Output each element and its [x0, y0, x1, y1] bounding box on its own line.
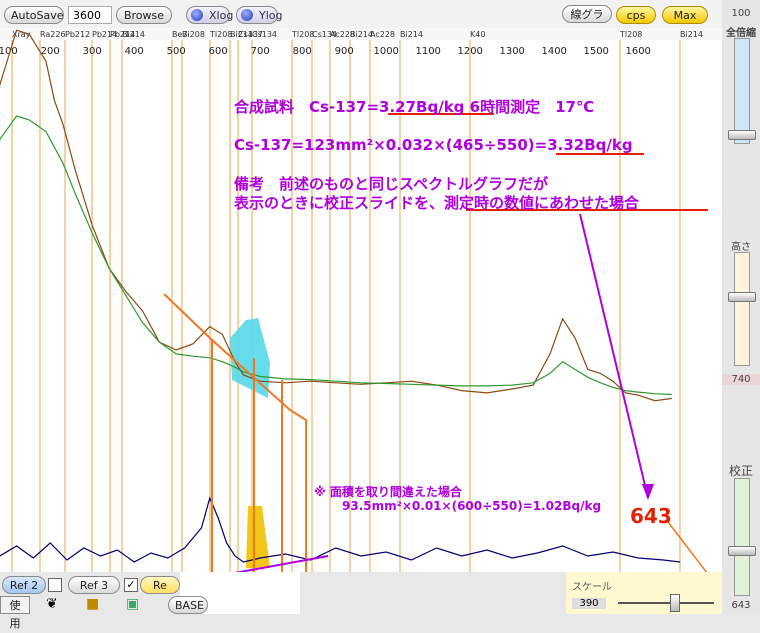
xlog-toggle[interactable]: Xlog	[186, 6, 234, 24]
nuclide-label: Bi214	[230, 30, 253, 39]
nuclide-label: Tl208	[291, 30, 314, 39]
nuclide-band	[0, 28, 722, 40]
use-button[interactable]: 使用	[0, 596, 30, 630]
full-scale-label: 全倍縮	[726, 28, 756, 39]
nuclide-label: Ac228	[330, 30, 355, 39]
nuclide-label: Pb212	[65, 30, 90, 39]
annotation-line3: 備考 前述のものと同じスペクトルグラフだが	[234, 175, 548, 193]
nuclide-label: Bi208	[182, 30, 205, 39]
annotation-line2: Cs-137=123mm²×0.032×(465÷550)=3.32Bq/kg	[234, 136, 633, 154]
nuclide-label: Pb214	[92, 30, 117, 39]
nuclide-label: Bi214	[400, 30, 423, 39]
paw-icon[interactable]: ❦	[46, 596, 58, 612]
ylog-label: Ylog	[259, 9, 283, 22]
annotation-note1: ※ 面積を取り間違えた場合	[314, 485, 462, 499]
time-input[interactable]: 3600	[68, 6, 112, 24]
calibration-value: 643	[731, 600, 751, 611]
ref3-checkbox[interactable]: ✓	[124, 578, 138, 592]
browse-button[interactable]: Browse	[116, 6, 172, 24]
ref2-checkbox[interactable]	[48, 578, 62, 592]
nuclide-label: Bi214	[122, 30, 145, 39]
lock-icon[interactable]: ■	[86, 596, 100, 612]
radio-icon	[241, 9, 253, 21]
ref2-button[interactable]: Ref 2	[2, 576, 46, 594]
nuclide-label: Tl208	[209, 30, 232, 39]
scale-slider-track[interactable]	[618, 602, 714, 604]
full-scale-slider[interactable]	[734, 38, 750, 144]
x-tick-label: 1100	[415, 46, 440, 57]
annotation-arrowhead	[642, 484, 654, 500]
xlog-label: Xlog	[209, 9, 234, 22]
x-tick-label: 1400	[541, 46, 566, 57]
scale-label: スケール	[572, 582, 612, 593]
calibration-knob[interactable]	[728, 546, 756, 556]
base-button[interactable]: BASE	[168, 596, 208, 614]
scale-value: 390	[572, 598, 606, 609]
radio-icon	[191, 9, 203, 21]
nuclide-label: Bi214	[350, 30, 373, 39]
max-button[interactable]: Max	[662, 6, 708, 24]
series-line	[0, 115, 672, 396]
height-knob[interactable]	[728, 292, 756, 302]
x-tick-label: 500	[167, 46, 186, 57]
x-tick-label: 300	[83, 46, 102, 57]
full-scale-knob[interactable]	[728, 130, 756, 140]
x-tick-label: 1600	[625, 46, 650, 57]
nuclide-label: Ra226	[40, 30, 66, 39]
annotation-line4: 表示のときに校正スライドを、測定時の数値にあわせた場合	[234, 194, 640, 212]
height-slider[interactable]	[734, 252, 750, 366]
tool-icon[interactable]: ▣	[126, 596, 140, 612]
nuclide-label: Pb214	[110, 30, 135, 39]
x-tick-label: 100	[0, 46, 18, 57]
wrong-area-highlight	[246, 506, 270, 568]
scale-panel: スケール 390	[566, 572, 722, 614]
calibration-slider[interactable]	[734, 478, 750, 596]
height-value: 740	[722, 374, 760, 385]
calibration-pointer	[667, 521, 741, 617]
autosave-button[interactable]: AutoSave	[4, 6, 64, 24]
annotation-note2: 93.5mm²×0.01×(600÷550)=1.02Bq/kg	[342, 499, 602, 513]
top-value: 100	[731, 8, 751, 19]
x-tick-label: 900	[335, 46, 354, 57]
spectrum-plot: Xray Ra226 Pb212 Pb214 Pb214 Bi214 Be7 Bi208 Tl2…	[0, 28, 741, 617]
nuclide-label: Cs134	[252, 30, 277, 39]
cps-button[interactable]: cps	[616, 6, 656, 24]
right-panel: 100 全倍縮 高さ 740 校正 643	[722, 0, 760, 614]
x-tick-label: 600	[209, 46, 228, 57]
nuclide-label: Cs134	[312, 30, 337, 39]
x-tick-label: 1500	[583, 46, 608, 57]
ylog-toggle[interactable]: Ylog	[236, 6, 283, 24]
nuclide-label: Tl208	[619, 30, 642, 39]
toolbar: AutoSave 3600 Browse Xlog Ylog 線グラフ cps …	[0, 0, 722, 39]
x-tick-label: 400	[125, 46, 144, 57]
nuclide-label: Xray	[12, 30, 31, 39]
x-tick-label: 1000	[373, 46, 398, 57]
x-tick-label: 800	[293, 46, 312, 57]
calibration-label: 校正	[728, 464, 753, 478]
nuclide-label: K40	[470, 30, 485, 39]
x-tick-label: 1200	[457, 46, 482, 57]
x-tick-label: 700	[251, 46, 270, 57]
height-label: 高さ	[731, 242, 751, 253]
series-line	[0, 29, 672, 402]
cs137-area-highlight	[230, 318, 270, 398]
peak-value-label: 643	[630, 504, 672, 528]
scale-slider-knob[interactable]	[670, 594, 680, 612]
nuclide-label: Bi214	[680, 30, 703, 39]
ref-button[interactable]: Re	[140, 576, 180, 594]
annotation-line1: 合成試料 Cs-137=3.27Bq/kg 6時間測定 17℃	[234, 98, 595, 116]
nuclide-label: Be7	[172, 30, 188, 39]
x-tick-label: 1300	[499, 46, 524, 57]
annotation-arrow	[579, 213, 649, 499]
ref3-button[interactable]: Ref 3	[68, 576, 120, 594]
line-graph-button[interactable]: 線グラフ	[562, 5, 612, 39]
series-line	[0, 496, 681, 563]
bottom-bar: Ref 2 Ref 3 ✓ Re 使用 ❦ ■ ▣ BASE スケール 390	[0, 572, 722, 630]
x-tick-label: 200	[41, 46, 60, 57]
nuclide-label: Ac228	[370, 30, 395, 39]
nuclide-label: Cs137	[238, 30, 263, 39]
